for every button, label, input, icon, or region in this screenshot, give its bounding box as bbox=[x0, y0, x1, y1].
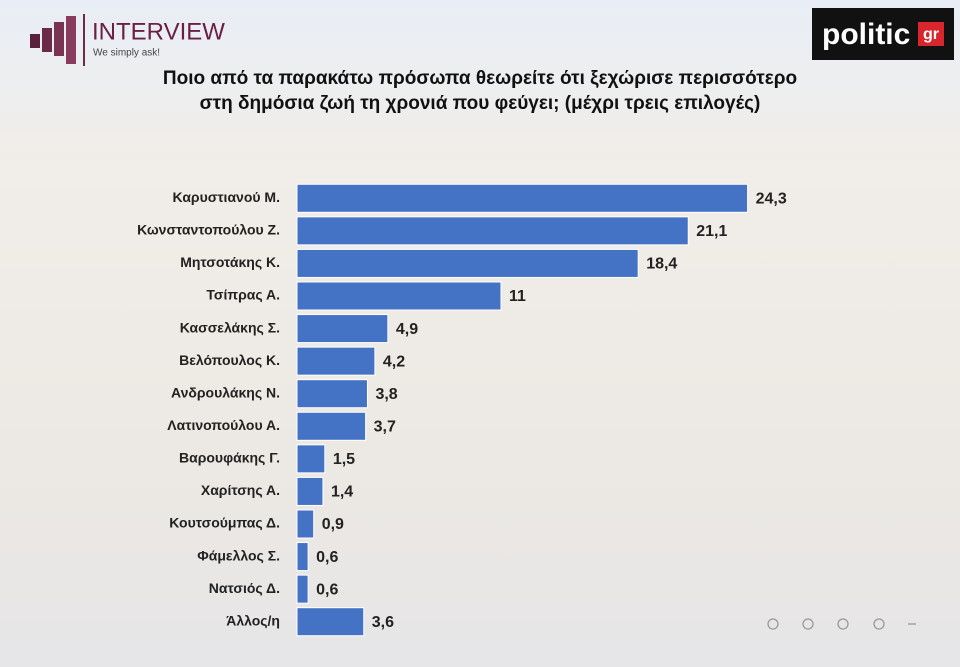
category-label: Άλλος/η bbox=[226, 612, 280, 628]
bar bbox=[296, 346, 376, 376]
value-label: 3,8 bbox=[375, 386, 397, 403]
category-label: Ανδρουλάκης Ν. bbox=[171, 384, 280, 400]
value-label: 21,1 bbox=[696, 223, 727, 240]
right-logo-badge bbox=[918, 22, 944, 46]
category-label: Μητσοτάκης Κ. bbox=[180, 254, 280, 270]
value-label: 24,3 bbox=[756, 191, 787, 208]
value-label: 0,9 bbox=[322, 516, 344, 533]
bar bbox=[296, 444, 326, 474]
left-tagline: We simply ask! bbox=[93, 48, 160, 59]
toolbar bbox=[767, 618, 916, 630]
category-label: Φάμελλος Σ. bbox=[197, 547, 280, 563]
bar bbox=[296, 411, 367, 441]
value-label: 0,6 bbox=[316, 549, 338, 566]
value-label: 18,4 bbox=[646, 256, 677, 273]
value-label: 4,2 bbox=[383, 353, 405, 370]
category-label: Χαρίτσης Α. bbox=[201, 482, 280, 498]
bar bbox=[296, 281, 502, 311]
interview-logo-icon bbox=[30, 14, 85, 66]
bar bbox=[296, 476, 324, 506]
bar bbox=[296, 574, 309, 604]
category-label: Βελόπουλος Κ. bbox=[179, 352, 280, 368]
value-label: 1,4 bbox=[331, 484, 353, 501]
category-label: Κωνσταντοπούλου Ζ. bbox=[137, 222, 280, 238]
category-label: Λατινοπούλου Α. bbox=[167, 417, 280, 433]
value-label: 0,6 bbox=[316, 581, 338, 598]
right-logo-suffix: gr bbox=[923, 26, 939, 43]
bar bbox=[296, 314, 389, 344]
category-label: Κασσελάκης Σ. bbox=[180, 319, 280, 335]
category-label: Βαρουφάκης Γ. bbox=[179, 450, 280, 466]
value-label: 11 bbox=[509, 288, 526, 305]
value-label: 3,6 bbox=[372, 614, 394, 631]
bar bbox=[296, 542, 309, 572]
value-label: 1,5 bbox=[333, 451, 355, 468]
chart-title: Ποιο από τα παρακάτω πρόσωπα θεωρείτε ότ… bbox=[162, 68, 798, 114]
bar bbox=[296, 607, 365, 637]
category-label: Νατσιός Δ. bbox=[209, 580, 280, 596]
category-label: Τσίπρας Α. bbox=[206, 287, 280, 303]
category-label: Κουτσούμπας Δ. bbox=[169, 515, 280, 531]
bar bbox=[296, 379, 368, 409]
bar bbox=[296, 183, 749, 213]
category-label: Καρυστιανού Μ. bbox=[173, 189, 280, 205]
bar bbox=[296, 216, 689, 246]
value-label: 4,9 bbox=[396, 321, 418, 338]
bar bbox=[296, 509, 315, 539]
right-logo: politic bbox=[822, 18, 910, 51]
value-label: 3,7 bbox=[374, 419, 396, 436]
left-logo: INTERVIEW bbox=[92, 18, 225, 45]
bar bbox=[296, 248, 639, 278]
